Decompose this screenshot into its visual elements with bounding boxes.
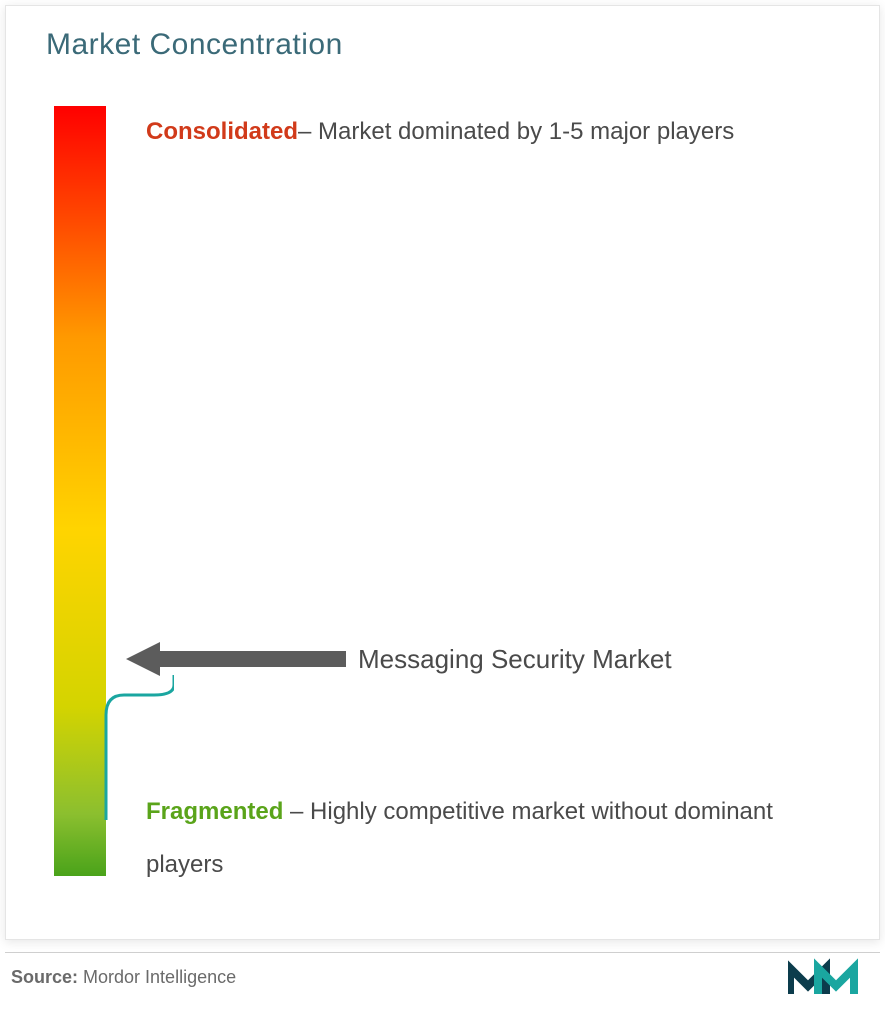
source-name: Mordor Intelligence bbox=[78, 967, 236, 987]
mordor-logo-icon bbox=[788, 958, 874, 998]
market-marker: Messaging Security Market bbox=[126, 642, 672, 676]
concentration-gradient-bar bbox=[54, 106, 106, 876]
fragmented-lead: Fragmented bbox=[146, 798, 283, 825]
source-line: Source: Mordor Intelligence bbox=[11, 967, 236, 988]
fragmented-label: Fragmented – Highly competitive market w… bbox=[146, 786, 846, 892]
market-marker-label: Messaging Security Market bbox=[358, 644, 672, 675]
chart-card: Market Concentration Consolidated– Marke… bbox=[5, 5, 880, 940]
consolidated-label: Consolidated– Market dominated by 1-5 ma… bbox=[146, 106, 734, 159]
consolidated-rest: – Market dominated by 1-5 major players bbox=[298, 118, 734, 145]
chart-title-text: Market Concentration bbox=[46, 28, 343, 61]
marker-arrow-icon bbox=[126, 642, 346, 676]
source-lead: Source: bbox=[11, 967, 78, 987]
chart-title: Market Concentration bbox=[46, 28, 343, 62]
footer: Source: Mordor Intelligence bbox=[5, 952, 880, 1002]
marker-arrow-shape bbox=[126, 642, 346, 676]
consolidated-lead: Consolidated bbox=[146, 118, 298, 145]
